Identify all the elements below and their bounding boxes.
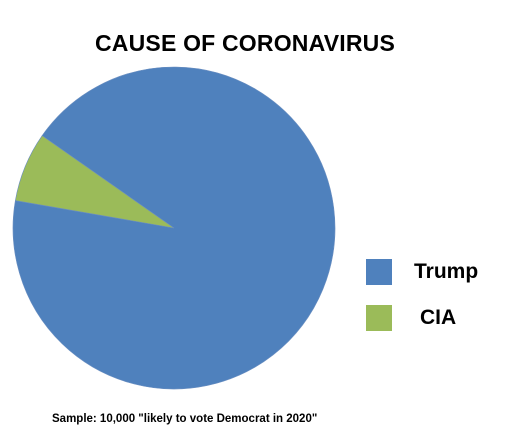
- chart-legend: Trump CIA: [366, 258, 478, 350]
- legend-item-cia: CIA: [366, 304, 478, 332]
- legend-label-cia: CIA: [420, 306, 457, 329]
- pie-slice-cia: [15, 135, 175, 229]
- legend-swatch-cia: [366, 305, 392, 331]
- pie-slices: [12, 66, 336, 390]
- legend-label-trump: Trump: [414, 260, 479, 283]
- legend-item-trump: Trump: [366, 258, 478, 286]
- legend-swatch-trump: [366, 259, 392, 285]
- sample-note: Sample: 10,000 "likely to vote Democrat …: [52, 413, 318, 425]
- chart-title: CAUSE OF CORONAVIRUS: [94, 30, 396, 56]
